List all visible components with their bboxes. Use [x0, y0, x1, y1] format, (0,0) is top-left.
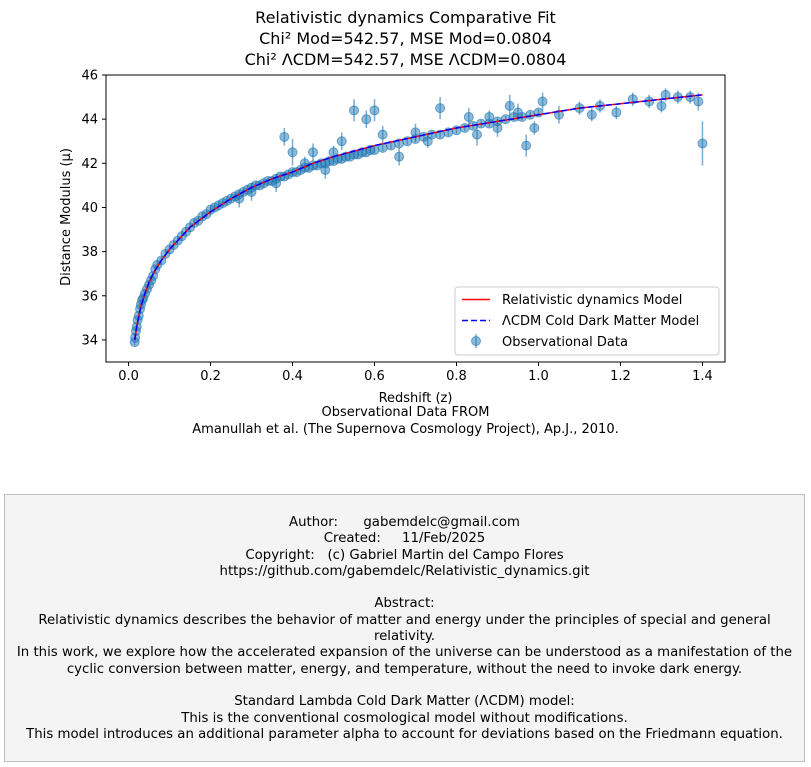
data-point	[512, 107, 523, 118]
abstract-heading: Abstract:	[374, 596, 435, 612]
data-point	[529, 122, 540, 133]
data-point	[463, 111, 474, 122]
data-point	[537, 96, 548, 107]
data-point	[361, 114, 372, 125]
model-heading: Standard Lambda Cold Dark Matter (ΛCDM) …	[234, 694, 575, 710]
data-point	[521, 140, 532, 151]
data-point	[308, 147, 319, 158]
data-point	[349, 105, 360, 116]
data-point	[279, 131, 290, 142]
repo-link[interactable]: https://github.com/gabemdelc/Relativisti…	[219, 563, 590, 579]
x-tick-label: 1.0	[528, 369, 549, 384]
relativistic-model-line	[133, 94, 703, 341]
y-tick-label: 34	[81, 333, 98, 348]
x-tick-label: 0.2	[200, 369, 221, 384]
y-tick-label: 44	[81, 113, 98, 128]
x-tick-label: 0.8	[446, 369, 467, 384]
data-point	[586, 109, 597, 120]
data-point	[693, 96, 704, 107]
data-point	[369, 105, 380, 116]
data-point	[459, 122, 470, 133]
x-axis-ticks: 0.0 0.2 0.4 0.6 0.8 1.0 1.2 1.4	[118, 362, 713, 384]
source-caption-line-2: Amanullah et al. (The Supernova Cosmolog…	[192, 422, 619, 437]
data-point	[484, 111, 495, 122]
spacer	[5, 678, 804, 694]
legend-data-marker	[471, 336, 481, 346]
data-point	[271, 178, 282, 189]
data-point	[377, 129, 388, 140]
source-caption-line-1: Observational Data FROM	[321, 405, 490, 420]
chart-title-line-3: Chi² ΛCDM=542.57, MSE ΛCDM=0.0804	[244, 50, 567, 69]
x-tick-label: 0.6	[364, 369, 385, 384]
data-point	[611, 107, 622, 118]
info-panel: Author: gabemdelc@gmail.com Created: 11/…	[4, 494, 805, 762]
legend-label-lcdm: ΛCDM Cold Dark Matter Model	[502, 314, 699, 329]
data-point	[422, 136, 433, 147]
x-tick-label: 0.4	[282, 369, 303, 384]
abstract-paragraph-2: In this work, we explore how the acceler…	[16, 645, 793, 677]
data-point	[656, 100, 667, 111]
y-tick-label: 42	[81, 157, 98, 172]
chart-title-line-2: Chi² Mod=542.57, MSE Mod=0.0804	[259, 29, 552, 48]
abstract-paragraph-1: Relativistic dynamics describes the beha…	[38, 612, 771, 645]
y-tick-label: 40	[81, 201, 98, 216]
chart-plot: 0.0 0.2 0.4 0.6 0.8 1.0 1.2 1.4 34363840424446 …	[59, 69, 726, 406]
y-tick-label: 36	[81, 289, 98, 304]
data-point	[336, 136, 347, 147]
data-point	[504, 100, 515, 111]
data-point	[697, 138, 708, 149]
y-axis-ticks: 34 36 38 40 42 44 46	[81, 69, 106, 348]
chart-title-line-1: Relativistic dynamics Comparative Fit	[255, 8, 556, 27]
legend-label-model: Relativistic dynamics Model	[502, 293, 682, 308]
model-line-1: This is the conventional cosmological mo…	[181, 710, 628, 726]
legend-box	[454, 286, 720, 356]
x-tick-label: 1.2	[610, 369, 631, 384]
created-line: Created: 11/Feb/2025	[323, 531, 486, 547]
model-line-2: This model introduces an additional para…	[26, 726, 783, 742]
copyright-line: Copyright: (c) Gabriel Martin del Campo …	[245, 547, 564, 563]
data-point	[525, 109, 536, 120]
data-point	[471, 129, 482, 140]
data-point	[320, 164, 331, 175]
x-tick-label: 1.4	[692, 369, 713, 384]
y-tick-label: 46	[81, 69, 98, 84]
y-axis-label: Distance Modulus (μ)	[59, 148, 74, 286]
x-axis-label: Redshift (z)	[379, 391, 453, 406]
y-tick-label: 38	[81, 245, 98, 260]
author-line: Author: gabemdelc@gmail.com	[288, 515, 520, 530]
legend-label-data: Observational Data	[502, 335, 628, 350]
x-tick-label: 0.0	[118, 369, 139, 384]
data-point	[394, 151, 405, 162]
data-point	[492, 122, 503, 133]
spacer	[5, 580, 804, 596]
plot-frame	[105, 74, 726, 363]
model-line-layer	[133, 94, 703, 341]
data-point	[287, 147, 298, 158]
data-point	[435, 103, 446, 114]
legend: Relativistic dynamics Model ΛCDM Cold Da…	[454, 286, 720, 356]
